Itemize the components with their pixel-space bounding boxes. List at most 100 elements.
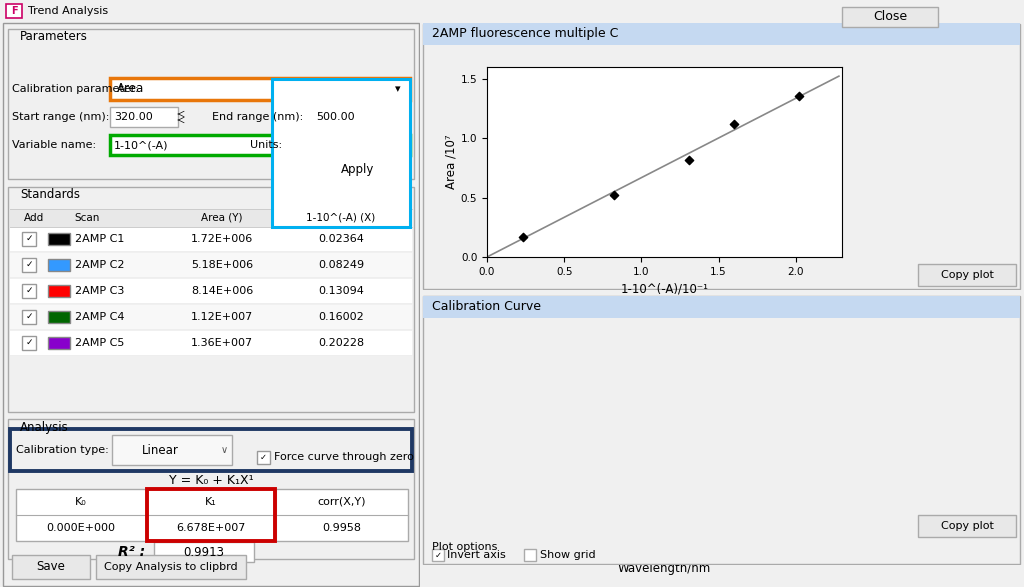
Bar <box>110 107 178 127</box>
Text: 0.08249: 0.08249 <box>317 260 365 270</box>
Bar <box>110 135 410 155</box>
Text: ✓: ✓ <box>26 260 33 269</box>
Bar <box>22 232 36 246</box>
Text: ✓: ✓ <box>26 312 33 321</box>
Text: ∨: ∨ <box>220 445 227 455</box>
Text: 0.9958: 0.9958 <box>323 523 361 533</box>
Text: ✓: ✓ <box>434 551 441 559</box>
Text: 2AMP C3: 2AMP C3 <box>75 286 124 296</box>
Text: K₀: K₀ <box>75 497 87 507</box>
Text: F: F <box>10 6 17 16</box>
Bar <box>10 253 412 277</box>
X-axis label: Wavelength/nm: Wavelength/nm <box>617 562 711 575</box>
Text: Copy Analysis to clipbrd: Copy Analysis to clipbrd <box>104 562 238 572</box>
Text: Units:: Units: <box>250 140 283 150</box>
Text: ✓: ✓ <box>26 338 33 347</box>
Bar <box>10 279 412 303</box>
Text: 6.678E+007: 6.678E+007 <box>176 523 246 533</box>
Text: 500.00: 500.00 <box>316 112 354 122</box>
Bar <box>48 337 70 349</box>
Text: 0.16002: 0.16002 <box>318 312 364 322</box>
Text: End range (nm):: End range (nm): <box>212 112 303 122</box>
X-axis label: 1-10^(-A)/10⁻¹: 1-10^(-A)/10⁻¹ <box>621 282 709 295</box>
Bar <box>312 107 380 127</box>
Text: 1-10^(-A) (X): 1-10^(-A) (X) <box>306 213 376 223</box>
Text: corr(X,Y): corr(X,Y) <box>317 497 367 507</box>
Text: 0.20228: 0.20228 <box>317 338 365 348</box>
Point <box>681 156 697 165</box>
Bar <box>10 305 412 329</box>
Bar <box>292 135 408 155</box>
Bar <box>918 264 1016 286</box>
Bar <box>48 311 70 323</box>
Text: ▾: ▾ <box>395 84 400 94</box>
Bar <box>10 209 412 227</box>
Text: Calibration type:: Calibration type: <box>16 445 109 455</box>
Text: Copy plot: Copy plot <box>941 270 993 280</box>
Text: Save: Save <box>37 561 66 573</box>
Bar <box>22 258 36 272</box>
Text: 1.12E+007: 1.12E+007 <box>190 312 253 322</box>
Bar <box>842 7 938 27</box>
Point <box>791 91 807 100</box>
Point <box>726 119 742 129</box>
Bar <box>8 419 414 559</box>
Text: Copy plot: Copy plot <box>941 521 993 531</box>
Bar <box>22 310 36 324</box>
Bar <box>918 515 1016 537</box>
Bar <box>96 555 246 579</box>
Text: 5.18E+006: 5.18E+006 <box>190 260 253 270</box>
Text: 2AMP C1: 2AMP C1 <box>75 234 124 244</box>
Text: 2AMP C2: 2AMP C2 <box>75 260 125 270</box>
Text: Parameters: Parameters <box>20 31 88 43</box>
Text: R² :: R² : <box>119 545 145 559</box>
Legend: 2AMP C1, 2AMP C2, 2AMP C3, 2AMP C4, 2AMP C5: 2AMP C1, 2AMP C2, 2AMP C3, 2AMP C4, 2AMP… <box>851 342 925 421</box>
Text: 2AMP fluorescence multiple C: 2AMP fluorescence multiple C <box>432 28 618 41</box>
Bar <box>16 489 408 541</box>
Text: 1-10^(-A): 1-10^(-A) <box>114 140 169 150</box>
Bar <box>6 4 22 18</box>
Bar <box>272 79 410 227</box>
Bar <box>48 233 70 245</box>
Text: 2AMP C4: 2AMP C4 <box>75 312 125 322</box>
Text: Linear: Linear <box>142 444 179 457</box>
Y-axis label: Area /10⁷: Area /10⁷ <box>444 134 458 190</box>
Text: ✓: ✓ <box>26 234 33 243</box>
Text: K₁: K₁ <box>205 497 217 507</box>
Text: Start range (nm):: Start range (nm): <box>12 112 110 122</box>
Bar <box>48 285 70 297</box>
Bar <box>423 296 1020 318</box>
Text: 0.000E+000: 0.000E+000 <box>46 523 116 533</box>
Text: Scan: Scan <box>74 213 99 223</box>
Bar <box>12 555 90 579</box>
Bar <box>147 489 275 541</box>
Point <box>515 232 531 241</box>
Y-axis label: Counts/10⁵: Counts/10⁵ <box>444 404 458 470</box>
Bar <box>524 549 536 561</box>
Text: ✓: ✓ <box>26 286 33 295</box>
Text: Add: Add <box>24 213 44 223</box>
Text: Variable name:: Variable name: <box>12 140 96 150</box>
Bar <box>22 284 36 298</box>
Text: Show grid: Show grid <box>540 550 596 560</box>
Bar <box>8 29 414 179</box>
Text: Standards: Standards <box>20 188 80 201</box>
Bar <box>110 78 410 100</box>
Text: Analysis: Analysis <box>20 420 69 434</box>
Bar <box>10 331 412 355</box>
Text: ✓: ✓ <box>260 453 267 462</box>
Bar <box>10 227 412 251</box>
Bar <box>257 451 270 464</box>
Text: Area (Y): Area (Y) <box>202 213 243 223</box>
Bar <box>22 336 36 350</box>
Text: 0.02364: 0.02364 <box>318 234 364 244</box>
Text: 2AMP C5: 2AMP C5 <box>75 338 124 348</box>
Text: Area: Area <box>117 83 144 96</box>
Text: 8.14E+006: 8.14E+006 <box>190 286 253 296</box>
Text: Calibration parameter:: Calibration parameter: <box>12 84 138 94</box>
Bar <box>308 159 408 181</box>
Text: Apply: Apply <box>341 164 375 177</box>
Bar <box>154 542 254 562</box>
Text: 0.9913: 0.9913 <box>183 545 224 558</box>
Point <box>606 191 623 200</box>
